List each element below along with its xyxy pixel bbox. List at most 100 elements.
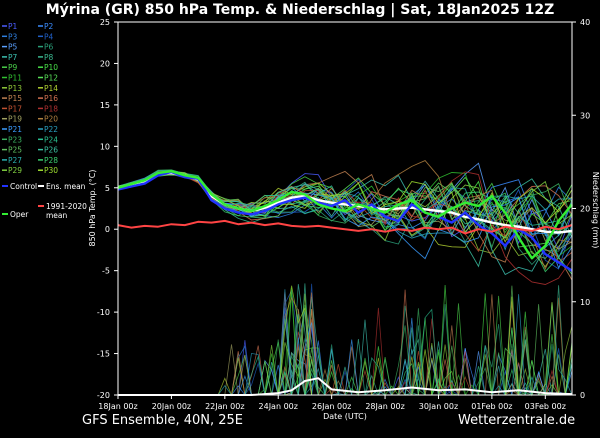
legend-item: P27 (2, 156, 22, 165)
legend-item: P18 (38, 104, 58, 113)
legend-item: P1 (2, 22, 18, 31)
legend-label: P1 (8, 22, 18, 31)
legend-label: P25 (8, 146, 22, 155)
ensemble-member-temp (117, 169, 573, 239)
y2-axis-label: Niederschlag (mm) (591, 172, 600, 249)
legend-label: P3 (8, 32, 18, 41)
legend-item: P19 (2, 115, 22, 124)
legend-label: P29 (8, 166, 22, 175)
legend-item: P6 (38, 43, 54, 52)
legend-item: P20 (38, 115, 58, 124)
y-tick-label: 25 (100, 18, 110, 27)
y-tick-label: -10 (97, 308, 110, 317)
ensemble-member-temp (117, 171, 573, 263)
legend-item: P8 (38, 53, 54, 62)
legend-item: P10 (38, 63, 58, 72)
x-tick-label: 30Jan 00z (419, 402, 458, 411)
y2-tick-label: 20 (580, 205, 590, 214)
legend-label: P23 (8, 135, 22, 144)
legend-label: P6 (44, 43, 54, 52)
legend-item: P22 (38, 125, 58, 134)
legend-item: P21 (2, 125, 22, 134)
legend-label: P30 (44, 166, 58, 175)
legend-item: P13 (2, 84, 22, 93)
legend-label: P20 (44, 115, 58, 124)
legend-item: P25 (2, 146, 22, 155)
model-info: GFS Ensemble, 40N, 25E (82, 413, 244, 428)
legend-label: P13 (8, 84, 22, 93)
ensemble-member-temp (117, 169, 573, 249)
y-tick-label: -20 (97, 391, 110, 400)
legend-label: P12 (44, 74, 58, 83)
legend-item: P17 (2, 104, 22, 113)
legend-item: P7 (2, 53, 18, 62)
series-line-oper-temp (117, 169, 573, 260)
legend-item: P28 (38, 156, 58, 165)
legend-item: P14 (38, 84, 58, 93)
legend-label: P8 (44, 53, 54, 62)
legend-label: P16 (44, 94, 58, 103)
legend-label: 1991-2020 mean (46, 202, 87, 220)
y2-tick-label: 10 (580, 298, 590, 307)
legend-item: P30 (38, 166, 58, 175)
x-tick-label: 18Jan 00z (98, 402, 137, 411)
y2-tick-label: 30 (580, 111, 590, 120)
legend-item: P26 (38, 146, 58, 155)
legend-item: P2 (38, 22, 54, 31)
legend-item: P5 (2, 43, 18, 52)
site-name: Wetterzentrale.de (458, 413, 576, 428)
y-tick-label: 20 (100, 59, 110, 68)
legend-item: Control (2, 182, 37, 191)
series-line-1991-2020-mean-temp (117, 219, 573, 235)
legend-item: P24 (38, 135, 58, 144)
legend-item: P9 (2, 63, 18, 72)
legend-label: Control (10, 182, 37, 191)
ensemble-member-precip (118, 295, 572, 397)
legend-item: P3 (2, 32, 18, 41)
legend-item: P16 (38, 94, 58, 103)
x-tick-label: 20Jan 00z (152, 402, 191, 411)
ensemble-member-lines (117, 160, 573, 397)
y-axis-label: 850 hPa Temp. (°C) (88, 169, 97, 246)
y-tick-label: -15 (97, 350, 110, 359)
y-tick-label: 15 (100, 101, 110, 110)
x-tick-label: 22Jan 00z (205, 402, 244, 411)
x-tick-label: 28Jan 00z (365, 402, 404, 411)
legend-label: P15 (8, 94, 22, 103)
legend-label: P26 (44, 146, 58, 155)
x-tick-label: 01Feb 00z (471, 402, 512, 411)
y2-tick-label: 0 (580, 391, 585, 400)
legend-label: P18 (44, 104, 58, 113)
legend-item: P4 (38, 32, 54, 41)
x-tick-label: 03Feb 00z (525, 402, 566, 411)
legend-item: Oper (2, 210, 29, 219)
legend-label: P28 (44, 156, 58, 165)
page-title: Mýrina (GR) 850 hPa Temp. & Niederschlag… (45, 2, 555, 18)
legend-label: Oper (10, 210, 29, 219)
legend-label: P2 (44, 22, 54, 31)
legend-label: P27 (8, 156, 22, 165)
x-tick-label: 24Jan 00z (259, 402, 298, 411)
legend-label: P5 (8, 43, 18, 52)
series-line-ens-mean-precip (118, 377, 573, 396)
legend-label: Ens. mean (46, 182, 86, 191)
legend-item: 1991-2020 mean (38, 202, 87, 220)
legend-item: P15 (2, 94, 22, 103)
legend-label: P7 (8, 53, 18, 62)
legend-label: P11 (8, 74, 22, 83)
y2-tick-label: 40 (580, 18, 590, 27)
legend-label: P9 (8, 63, 18, 72)
y-tick-label: 5 (105, 184, 110, 193)
y-tick-label: 0 (105, 225, 110, 234)
legend-item: P12 (38, 74, 58, 83)
legend-label: P19 (8, 115, 22, 124)
legend-label: P10 (44, 63, 58, 72)
x-axis-label: Date (UTC) (323, 412, 367, 421)
legend-item: P23 (2, 135, 22, 144)
legend-item: P29 (2, 166, 22, 175)
legend-label: P17 (8, 104, 22, 113)
axes: -20 -15 -10 -5 0 5 10 15 20 25 0 10 20 30 40 18Jan 00z 2… (97, 18, 590, 411)
legend-label: P4 (44, 32, 54, 41)
